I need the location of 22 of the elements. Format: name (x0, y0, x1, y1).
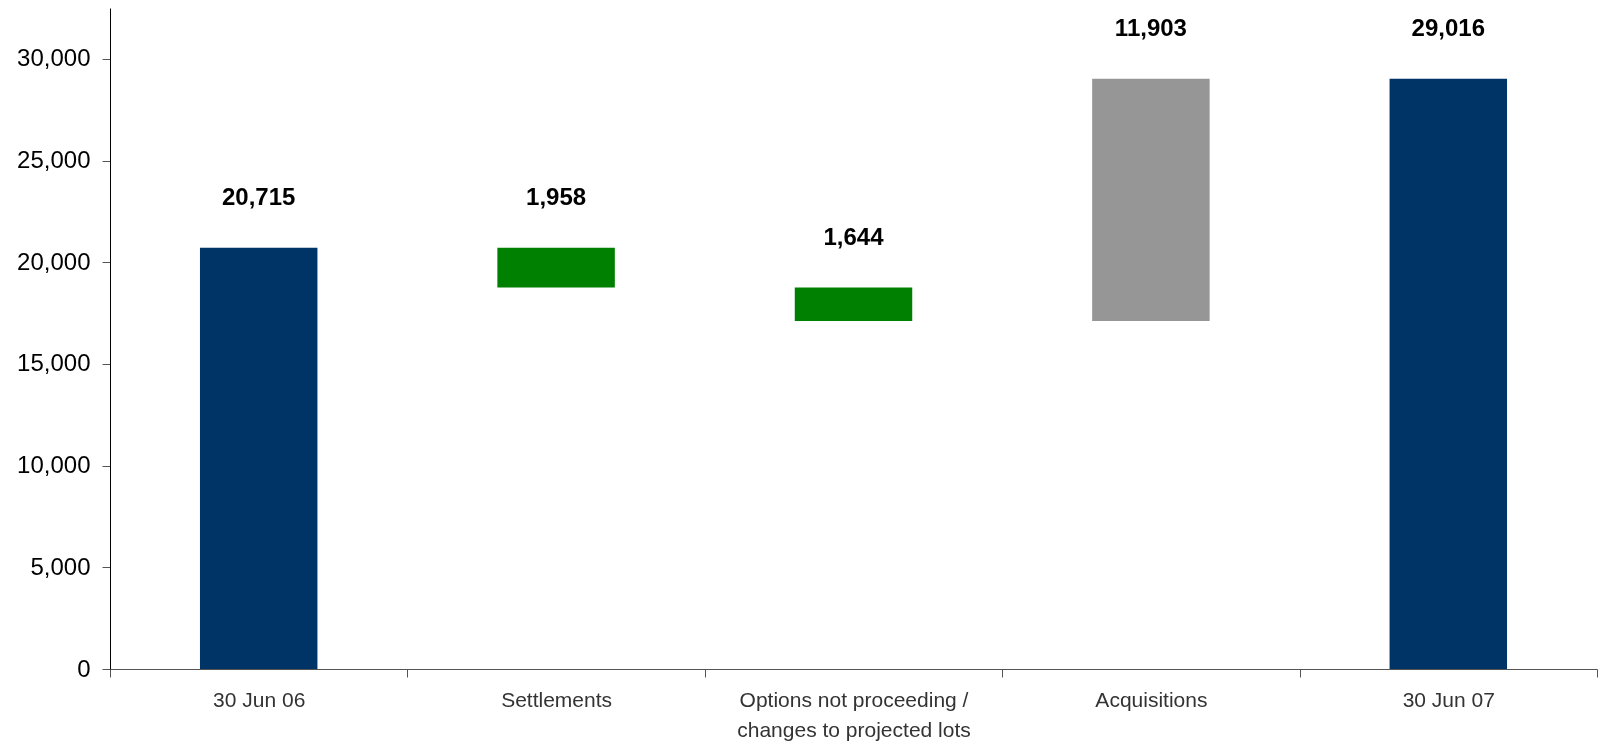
y-tick-label: 5,000 (30, 552, 91, 580)
bar (1389, 78, 1508, 669)
x-tick-label: 30 Jun 06 (213, 687, 306, 711)
x-tick-label: 30 Jun 07 (1402, 687, 1495, 711)
data-label: 11,903 (1114, 13, 1187, 41)
y-tick-label: 25,000 (17, 146, 91, 174)
y-tick-label: 30,000 (17, 44, 91, 72)
x-tick-label: Settlements (501, 687, 613, 711)
bar (497, 247, 615, 288)
bar (1092, 78, 1210, 321)
data-label: 1,644 (823, 222, 885, 250)
y-tick-label: 15,000 (17, 349, 91, 377)
x-tick-label: Options not proceeding / changes to projected lots (737, 687, 971, 741)
data-label: 20,715 (222, 182, 296, 210)
bar (199, 247, 318, 669)
x-tick-label: Acquisitions (1095, 687, 1208, 711)
bar (794, 287, 913, 321)
y-tick-label: 0 (77, 654, 91, 682)
data-label: 1,958 (526, 182, 587, 210)
y-tick-label: 20,000 (17, 247, 91, 275)
data-label: 29,016 (1411, 13, 1485, 41)
y-tick-label: 10,000 (17, 451, 91, 479)
